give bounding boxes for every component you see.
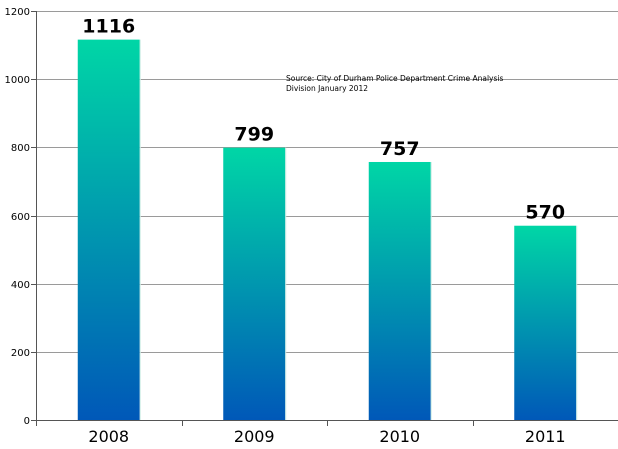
y-tick-label: 1200	[5, 7, 30, 18]
bar-2011	[514, 225, 577, 420]
bar-2008	[77, 39, 140, 420]
data-label-2010: 757	[380, 138, 420, 160]
bar-2009	[223, 147, 286, 420]
x-category-label: 2010	[379, 427, 420, 446]
x-category-label: 2008	[88, 427, 129, 446]
x-category-label: 2011	[525, 427, 566, 446]
data-label-2008: 1116	[82, 16, 135, 38]
x-category-label: 2009	[234, 427, 275, 446]
axes	[31, 11, 618, 426]
source-annotation-line-2: Division January 2012	[286, 84, 368, 93]
data-label-2009: 799	[234, 124, 274, 146]
source-annotation-line-1: Source: City of Durham Police Department…	[286, 74, 503, 83]
labels: 0 200 400 600 800 1000 1200 1116 2008 799 2009 757 2…	[5, 7, 566, 446]
data-label-2011: 570	[525, 202, 565, 224]
y-tick-label: 1000	[5, 75, 30, 86]
bars	[77, 39, 578, 420]
y-tick-label: 800	[11, 143, 30, 154]
y-tick-label: 600	[11, 212, 30, 223]
y-tick-label: 400	[11, 280, 30, 291]
y-tick-label: 200	[11, 348, 30, 359]
y-tick-label: 0	[24, 416, 30, 427]
bar-2010	[368, 161, 431, 420]
